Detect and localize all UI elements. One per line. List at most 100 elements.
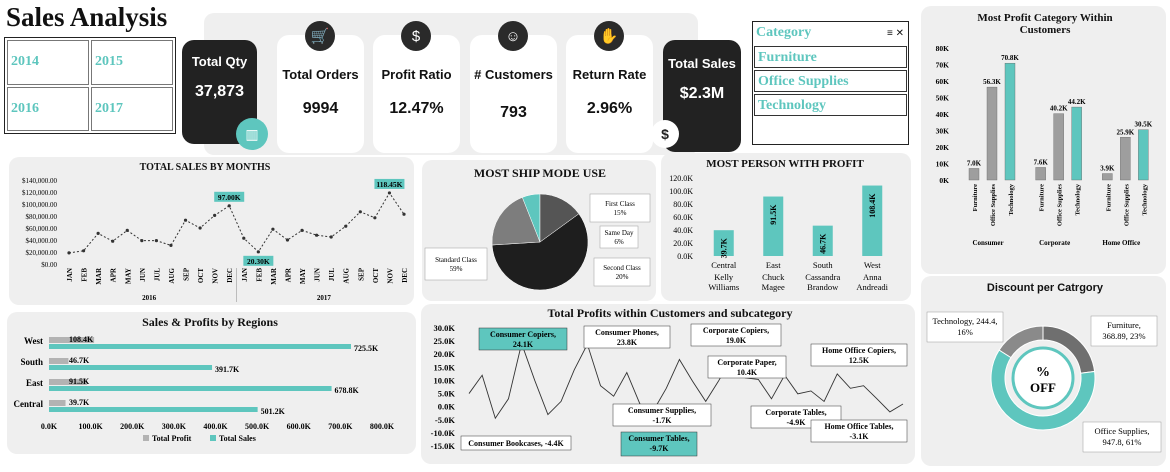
- y-tick-label: 25.0K: [434, 336, 456, 346]
- x-tick-label: DEC: [226, 268, 234, 283]
- x-tick-label: JAN: [241, 268, 249, 282]
- category-technology-button[interactable]: Technology: [754, 94, 907, 116]
- person-name-label: Andreadi: [856, 282, 888, 292]
- person-name-label: Chuck: [762, 272, 785, 282]
- slice-label: Same Day: [605, 229, 634, 237]
- y-tick-label: 60.0K: [673, 213, 693, 222]
- category-bar: [986, 86, 998, 181]
- annotation-label: -9.7K: [650, 444, 670, 453]
- annotation-label: Consumer Supplies,: [628, 406, 696, 415]
- y-tick-label: 30.0K: [434, 323, 456, 333]
- bar-value-label: 25.9K: [1116, 128, 1134, 136]
- annotation-label: Home Office Copiers,: [822, 346, 896, 355]
- person-bar: [812, 225, 833, 256]
- y-tick-label: 10K: [936, 160, 950, 169]
- bar-value-label: 56.3K: [983, 78, 1001, 86]
- y-tick-label: $40,000.00: [26, 237, 58, 245]
- slice-label: Technology, 244.4,: [933, 316, 998, 326]
- category-bar: [1102, 173, 1113, 181]
- kpi-total-sales-label: Total Sales: [668, 56, 736, 71]
- annotation-label: Corporate Paper,: [717, 358, 776, 367]
- x-tick-label: SEP: [357, 267, 365, 281]
- annotation-label: Consumer Tables,: [628, 434, 689, 443]
- y-tick-label: $0.00: [41, 261, 57, 269]
- subcategory-chart: 30.0K 25.0K 20.0K 15.0K 10.0K 5.0K 0.0K -5.0K -1…: [431, 323, 908, 457]
- kpi-return-rate: ✋ Return Rate 2.96%: [566, 21, 653, 153]
- y-tick-label: 40K: [936, 110, 950, 119]
- year-2014-button[interactable]: 2014: [7, 40, 89, 85]
- year-2015-button[interactable]: 2015: [91, 40, 173, 85]
- y-tick-label: 10.0K: [434, 375, 456, 385]
- x-tick-label: NOV: [386, 268, 394, 284]
- data-point: [169, 243, 173, 247]
- x-tick-label: 300.0K: [162, 422, 187, 431]
- data-point: [344, 224, 348, 228]
- kpi-total-sales: Total Sales $2.3M $: [651, 40, 741, 152]
- bar-value-label: 7.6K: [1034, 158, 1049, 166]
- x-tick-label: JUL: [328, 268, 336, 282]
- annotation-box: [690, 323, 782, 347]
- category-office-supplies-button[interactable]: Office Supplies: [754, 70, 907, 92]
- region-label: West: [24, 336, 43, 346]
- profit-bar: [49, 337, 95, 343]
- x-tick-label: MAR: [270, 267, 278, 285]
- y-tick-label: $60,000.00: [26, 225, 58, 233]
- sales-value-label: 678.8K: [335, 386, 360, 395]
- category-tick-label: Furniture: [1039, 184, 1046, 211]
- donut-slice: [990, 349, 1096, 431]
- year-2017-button[interactable]: 2017: [91, 86, 173, 131]
- kpi-customers-value: 793: [500, 104, 527, 121]
- pie-slice: [539, 193, 580, 243]
- x-tick-label: JAN: [66, 268, 74, 282]
- year-2016-button[interactable]: 2016: [7, 86, 89, 131]
- data-point: [154, 239, 158, 243]
- discount-title: Discount per Catrgory: [986, 282, 1104, 294]
- bar-value-label: 108.4K: [868, 193, 877, 218]
- data-point: [81, 249, 86, 253]
- y-tick-label: $80,000.00: [26, 213, 58, 221]
- data-point: [285, 238, 290, 242]
- kpi-total-sales-value: $2.3M: [679, 85, 725, 102]
- data-point: [300, 228, 304, 232]
- y-tick-label: 60K: [936, 77, 950, 86]
- legend-swatch: [210, 435, 216, 441]
- x-tick-label: SEP: [183, 267, 191, 281]
- category-bar: [1035, 167, 1046, 181]
- y-tick-label: 100.0K: [669, 187, 693, 196]
- person-name-label: Brandow: [807, 282, 839, 292]
- monthly-sales-panel: [9, 157, 414, 305]
- y-tick-label: 50K: [936, 94, 950, 103]
- monthly-sales-chart: $140,000.00 $120,000.00 $100,000.00 $80,000…: [22, 177, 409, 302]
- slice-label: 368.89, 23%: [1102, 331, 1145, 341]
- sales-bar: [49, 344, 351, 349]
- slice-label: Standard Class: [435, 256, 477, 264]
- person-profit-chart: 120.0K 100.0K 80.0K 60.0K 40.0K 20.0K 0.0K 39.7…: [669, 174, 888, 292]
- x-tick-label: 700.0K: [328, 422, 353, 431]
- annotation-label: Home Office Tables,: [824, 422, 893, 431]
- region-chart: West 108.4K 725.5K South 46.7K 391.7K East 91.5…: [14, 335, 395, 443]
- category-slicer: Category ≡ ✕ Furniture Office Supplies T…: [752, 21, 909, 145]
- y-tick-label: 20.0K: [673, 239, 693, 248]
- category-bar: [968, 168, 980, 181]
- category-furniture-button[interactable]: Furniture: [754, 46, 907, 68]
- person-name-label: Anna: [863, 272, 882, 282]
- data-point: [111, 239, 115, 243]
- annotation-label: Corporate Tables,: [765, 408, 826, 417]
- person-bar: [713, 230, 734, 256]
- data-point: [125, 228, 129, 232]
- annotation-label: 23.8K: [617, 338, 638, 347]
- bar-value-label: 7.0K: [967, 159, 982, 167]
- profit-value-label: 39.7K: [69, 398, 90, 407]
- x-tick-label: JUN: [139, 268, 147, 282]
- category-tick-label: Technology: [1141, 183, 1148, 215]
- y-tick-label: -10.0K: [431, 428, 456, 438]
- y-tick-label: 15.0K: [434, 362, 456, 372]
- slice-label-box: [424, 247, 488, 281]
- filter-menu-icon[interactable]: ≡ ✕: [887, 27, 904, 39]
- region-label: Central: [14, 399, 44, 409]
- ship-mode-title: MOST SHIP MODE USE: [473, 166, 607, 180]
- annotation-label: -3.1K: [850, 432, 870, 441]
- category-bar: [1138, 129, 1149, 181]
- x-tick-label: APR: [110, 267, 118, 282]
- bar-value-label: 46.7K: [819, 233, 828, 254]
